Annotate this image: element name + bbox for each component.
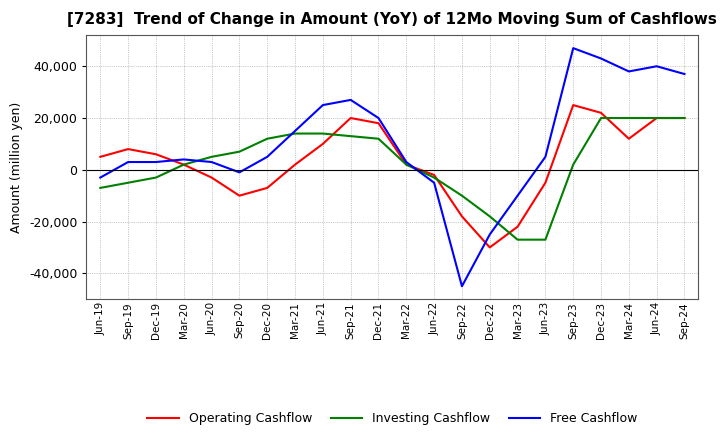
Free Cashflow (263, 154, 271, 159)
Investing Cashflow (513, 237, 522, 242)
Operating Cashflow (624, 136, 633, 141)
Investing Cashflow (124, 180, 132, 185)
Operating Cashflow (513, 224, 522, 229)
Free Cashflow (291, 128, 300, 134)
Investing Cashflow (152, 175, 161, 180)
Operating Cashflow (318, 141, 327, 147)
Free Cashflow (458, 284, 467, 289)
Investing Cashflow (624, 115, 633, 121)
Line: Investing Cashflow: Investing Cashflow (100, 118, 685, 240)
Free Cashflow (597, 56, 606, 61)
Investing Cashflow (318, 131, 327, 136)
Investing Cashflow (374, 136, 383, 141)
Operating Cashflow (124, 147, 132, 152)
Investing Cashflow (652, 115, 661, 121)
Investing Cashflow (291, 131, 300, 136)
Free Cashflow (346, 97, 355, 103)
Investing Cashflow (430, 175, 438, 180)
Investing Cashflow (458, 193, 467, 198)
Line: Free Cashflow: Free Cashflow (100, 48, 685, 286)
Free Cashflow (124, 159, 132, 165)
Operating Cashflow (207, 175, 216, 180)
Free Cashflow (430, 180, 438, 185)
Free Cashflow (569, 45, 577, 51)
Investing Cashflow (569, 162, 577, 167)
Investing Cashflow (680, 115, 689, 121)
Operating Cashflow (402, 162, 410, 167)
Line: Operating Cashflow: Operating Cashflow (100, 105, 685, 247)
Free Cashflow (374, 115, 383, 121)
Operating Cashflow (485, 245, 494, 250)
Free Cashflow (179, 157, 188, 162)
Free Cashflow (235, 170, 243, 175)
Operating Cashflow (374, 121, 383, 126)
Free Cashflow (652, 64, 661, 69)
Operating Cashflow (680, 115, 689, 121)
Free Cashflow (318, 103, 327, 108)
Operating Cashflow (235, 193, 243, 198)
Investing Cashflow (597, 115, 606, 121)
Investing Cashflow (402, 162, 410, 167)
Investing Cashflow (541, 237, 550, 242)
Investing Cashflow (485, 214, 494, 219)
Free Cashflow (152, 159, 161, 165)
Operating Cashflow (346, 115, 355, 121)
Free Cashflow (513, 193, 522, 198)
Investing Cashflow (96, 185, 104, 191)
Free Cashflow (96, 175, 104, 180)
Operating Cashflow (291, 162, 300, 167)
Operating Cashflow (458, 214, 467, 219)
Free Cashflow (485, 232, 494, 237)
Operating Cashflow (652, 115, 661, 121)
Investing Cashflow (346, 133, 355, 139)
Operating Cashflow (569, 103, 577, 108)
Investing Cashflow (235, 149, 243, 154)
Free Cashflow (402, 159, 410, 165)
Investing Cashflow (207, 154, 216, 159)
Investing Cashflow (179, 162, 188, 167)
Operating Cashflow (430, 172, 438, 178)
Y-axis label: Amount (million yen): Amount (million yen) (11, 102, 24, 233)
Free Cashflow (680, 71, 689, 77)
Operating Cashflow (541, 180, 550, 185)
Legend: Operating Cashflow, Investing Cashflow, Free Cashflow: Operating Cashflow, Investing Cashflow, … (143, 407, 642, 430)
Investing Cashflow (263, 136, 271, 141)
Operating Cashflow (152, 152, 161, 157)
Free Cashflow (624, 69, 633, 74)
Operating Cashflow (96, 154, 104, 159)
Title: [7283]  Trend of Change in Amount (YoY) of 12Mo Moving Sum of Cashflows: [7283] Trend of Change in Amount (YoY) o… (68, 12, 717, 27)
Operating Cashflow (179, 162, 188, 167)
Free Cashflow (207, 159, 216, 165)
Free Cashflow (541, 154, 550, 159)
Operating Cashflow (263, 185, 271, 191)
Operating Cashflow (597, 110, 606, 115)
